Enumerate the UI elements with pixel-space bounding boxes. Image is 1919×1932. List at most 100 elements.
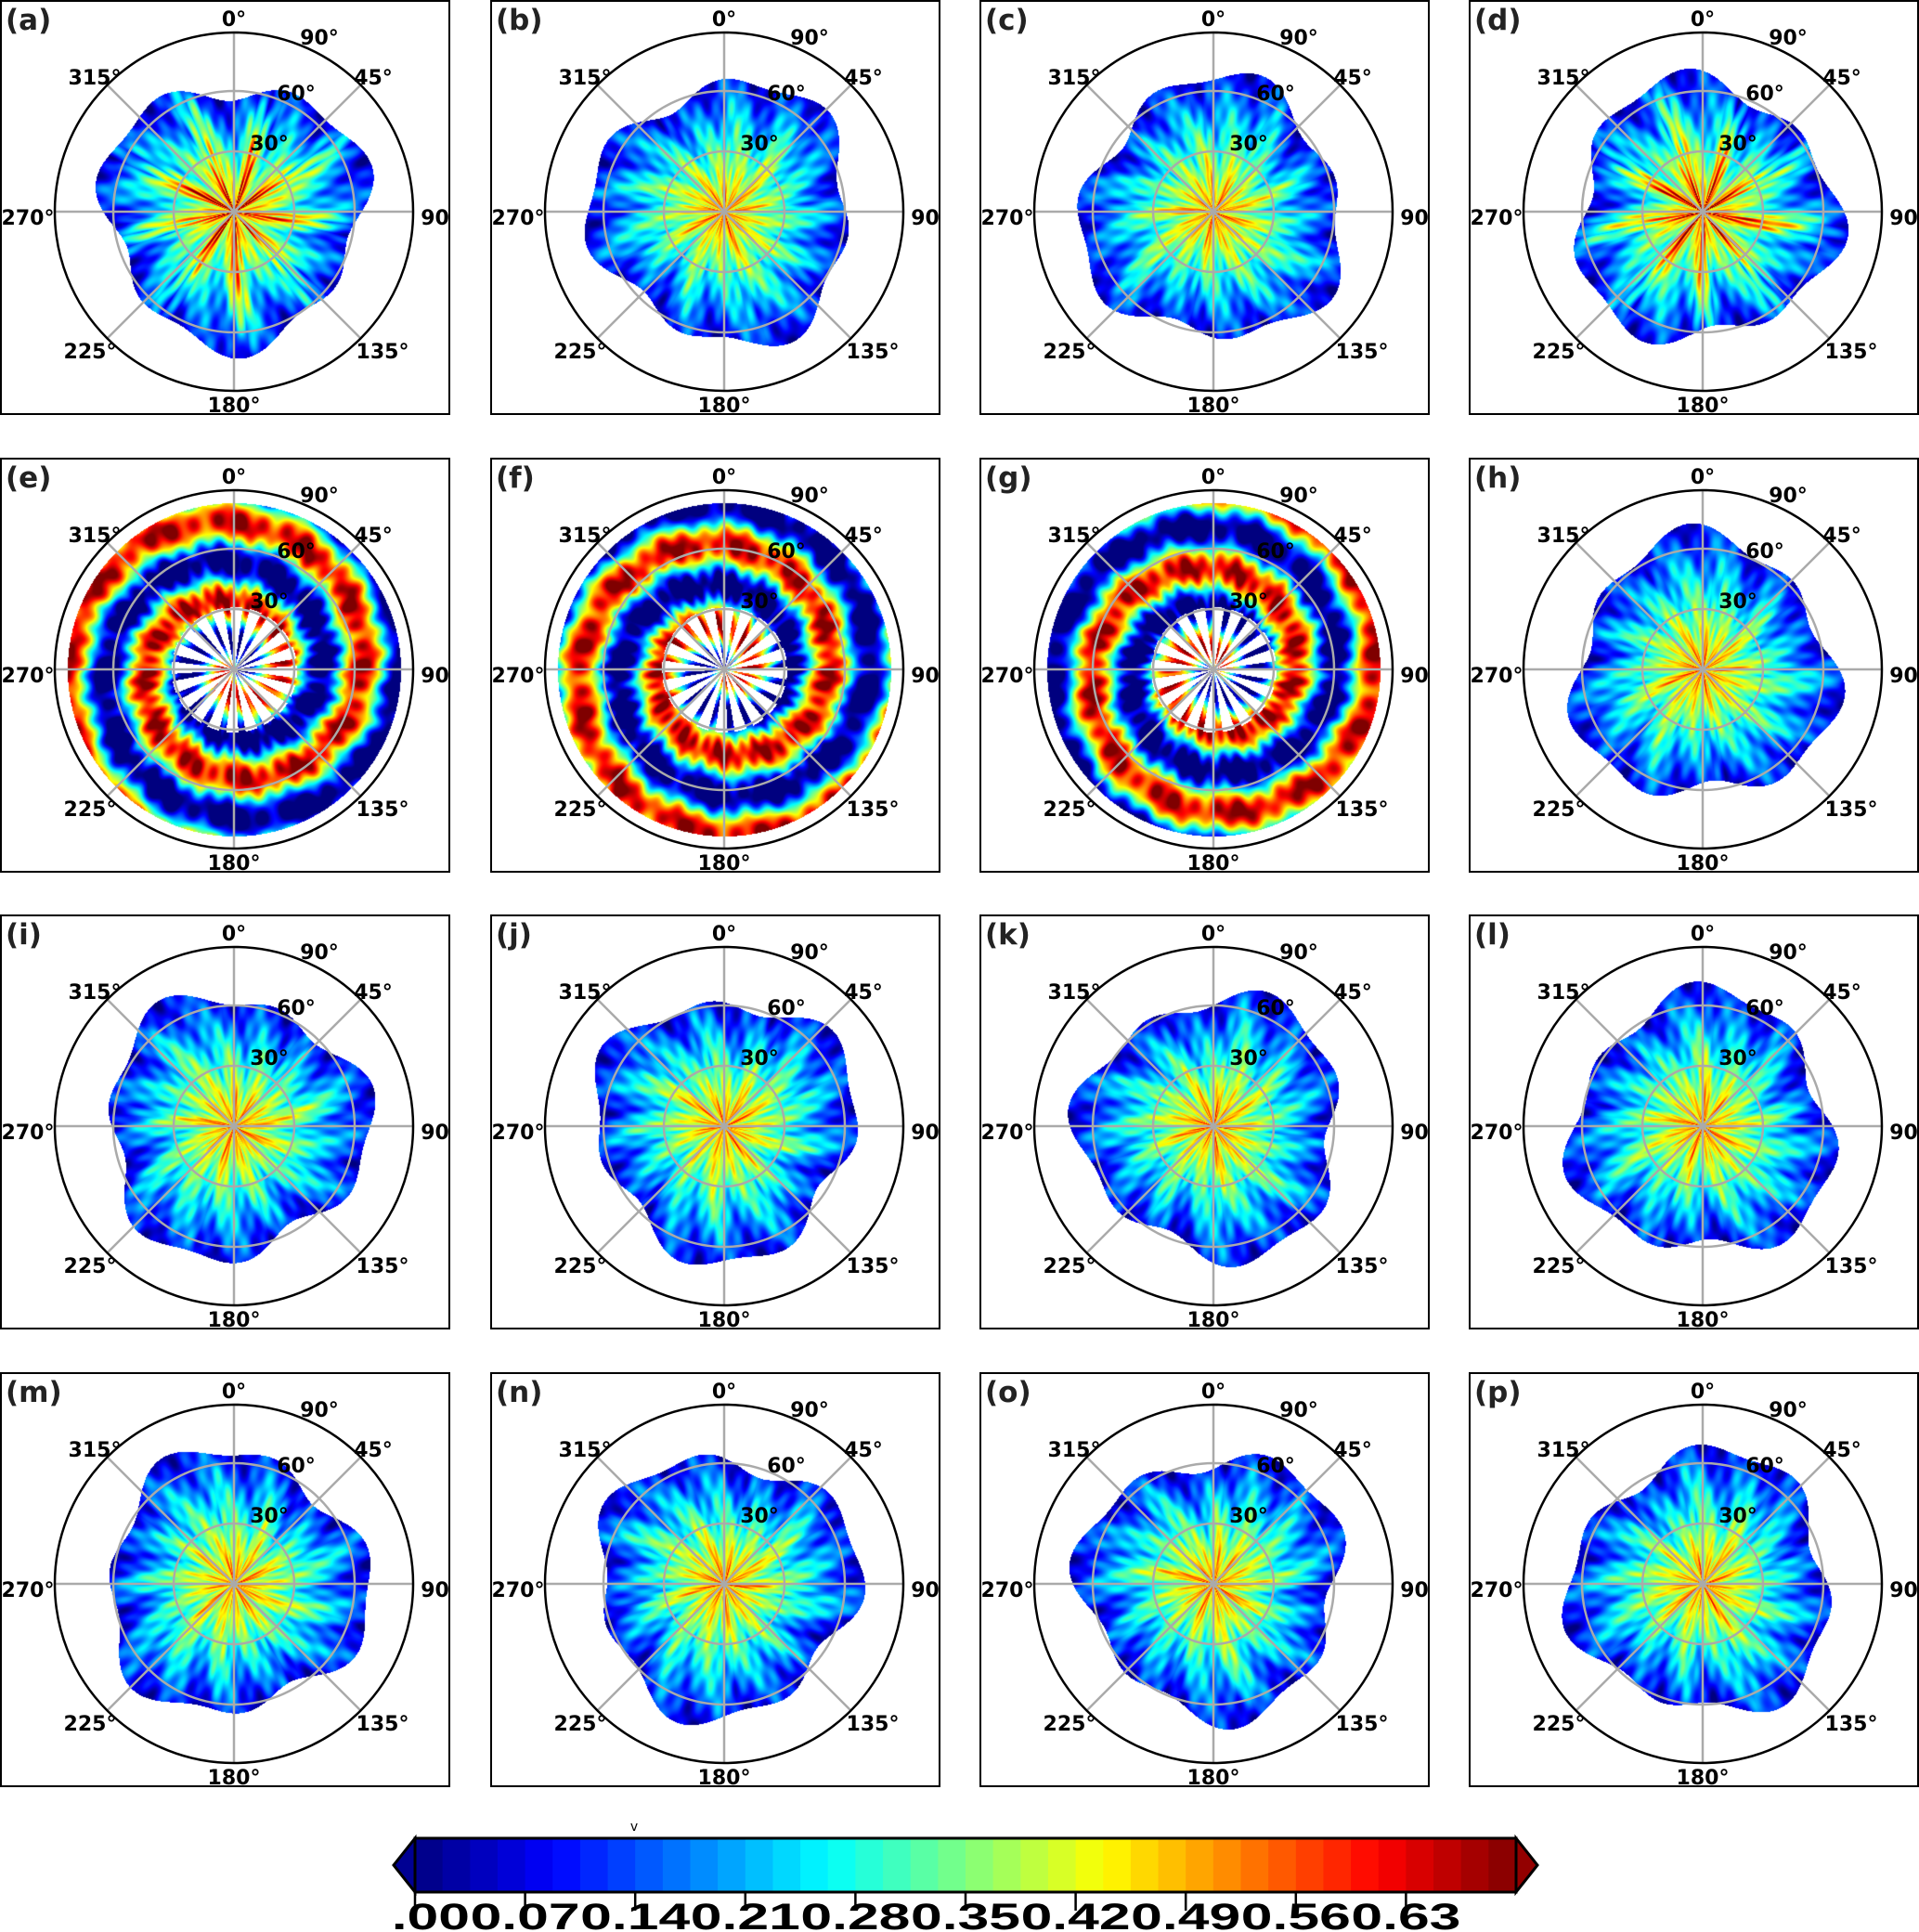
- polar-heatmap: [2, 916, 448, 1328]
- colorbar-cell: [497, 1838, 526, 1892]
- panel-label: (n): [496, 1376, 543, 1409]
- azimuth-tick-label: 90°: [1889, 1579, 1917, 1602]
- azimuth-tick-label: 135°: [357, 1255, 409, 1278]
- colorbar-cell: [883, 1838, 912, 1892]
- azimuth-grid-line: [1085, 1125, 1214, 1254]
- zenith-tick-label: 30°: [250, 133, 289, 156]
- azimuth-tick-label: 0°: [222, 1381, 246, 1404]
- azimuth-tick-label: 180°: [1677, 395, 1730, 413]
- zenith-tick-label: 60°: [277, 1455, 316, 1478]
- azimuth-tick-label: 225°: [554, 1713, 607, 1736]
- azimuth-tick-label: 90°: [911, 665, 939, 688]
- zenith-tick-label: 30°: [1718, 133, 1757, 156]
- polar-heatmap: [1471, 1374, 1917, 1785]
- outer-circle: [53, 1403, 415, 1765]
- azimuth-tick-label: 225°: [64, 1255, 117, 1278]
- azimuth-tick-label: 180°: [1187, 1309, 1240, 1328]
- zenith-tick-label: 30°: [740, 1505, 779, 1528]
- colorbar-cell: [1295, 1838, 1325, 1892]
- azimuth-grid-line: [596, 1456, 725, 1585]
- zenith-tick-label: 60°: [767, 1455, 806, 1478]
- colorbar-cell: [1460, 1838, 1489, 1892]
- azimuth-tick-label: 90°: [1400, 665, 1428, 688]
- polar-grid: 0° 45° 90° 135° 180° 225° 270° 315° 30° 60° 90°: [1471, 1381, 1917, 1785]
- azimuth-grid-line: [596, 668, 725, 797]
- azimuth-tick-label: 270°: [492, 1579, 544, 1602]
- azimuth-grid-line: [596, 998, 725, 1127]
- azimuth-grid-line: [233, 84, 362, 213]
- polar-heatmap: [981, 2, 1428, 413]
- zenith-tick-label: 60°: [1745, 997, 1784, 1020]
- polar-heatmap: [492, 1374, 939, 1785]
- zenith-tick-label: 60°: [277, 997, 316, 1020]
- azimuth-grid-line: [596, 1125, 725, 1254]
- azimuth-tick-label: 0°: [1691, 923, 1715, 946]
- colorbar-cell: [1130, 1838, 1160, 1892]
- zenith-tick-label: 60°: [767, 540, 806, 564]
- polar-panel: 0° 45° 90° 135° 180° 225° 270° 315° 30° 60° 90° (o): [979, 1372, 1430, 1787]
- panel-label: (k): [985, 918, 1031, 952]
- azimuth-tick-label: 225°: [554, 1255, 607, 1278]
- colorbar-cell: [992, 1838, 1021, 1892]
- azimuth-grid-line: [1575, 211, 1704, 340]
- outer-circle: [53, 31, 415, 393]
- zenith-tick-label: 90°: [1279, 27, 1318, 50]
- polar-grid: 0° 45° 90° 135° 180° 225° 270° 315° 30° 60° 90°: [2, 923, 448, 1328]
- azimuth-tick-label: 45°: [354, 1439, 393, 1462]
- azimuth-grid-line: [723, 998, 852, 1127]
- azimuth-tick-label: 90°: [421, 1579, 448, 1602]
- colorbar-tick-label: 0.21: [691, 1897, 800, 1932]
- azimuth-grid-line: [1575, 1456, 1704, 1585]
- azimuth-tick-label: 315°: [559, 981, 612, 1005]
- zenith-tick-label: 30°: [740, 133, 779, 156]
- colorbar-cell: [690, 1838, 719, 1892]
- azimuth-tick-label: 135°: [1336, 1255, 1389, 1278]
- azimuth-tick-label: 90°: [1400, 1122, 1428, 1145]
- azimuth-tick-label: 45°: [844, 525, 883, 548]
- azimuth-grid-line: [1575, 541, 1704, 670]
- azimuth-tick-label: 270°: [492, 207, 544, 230]
- azimuth-grid-line: [106, 211, 235, 340]
- colorbar-cell: [607, 1838, 636, 1892]
- zenith-tick-label: 90°: [790, 485, 829, 508]
- azimuth-grid-line: [723, 211, 852, 340]
- colorbar-cell: [1351, 1838, 1380, 1892]
- azimuth-tick-label: 0°: [222, 466, 246, 489]
- zenith-tick-label: 90°: [1279, 485, 1318, 508]
- azimuth-tick-label: 315°: [559, 525, 612, 548]
- azimuth-tick-label: 90°: [421, 1122, 448, 1145]
- azimuth-grid-line: [1575, 998, 1704, 1127]
- azimuth-tick-label: 0°: [712, 923, 736, 946]
- azimuth-tick-label: 135°: [847, 341, 900, 364]
- colorbar-tick-label: 0.56: [1241, 1897, 1351, 1932]
- azimuth-tick-label: 315°: [69, 67, 122, 90]
- azimuth-grid-line: [1212, 211, 1342, 340]
- polar-panel: 0° 45° 90° 135° 180° 225° 270° 315° 30° 60° 90° (f): [490, 458, 940, 873]
- zenith-tick-label: 30°: [1718, 1047, 1757, 1070]
- azimuth-tick-label: 135°: [847, 1713, 900, 1736]
- colorbar-cell: [1103, 1838, 1132, 1892]
- azimuth-grid-line: [596, 1583, 725, 1712]
- azimuth-grid-line: [1702, 541, 1831, 670]
- colorbar-cell: [1323, 1838, 1352, 1892]
- azimuth-tick-label: 225°: [1533, 1713, 1586, 1736]
- polar-grid: 0° 45° 90° 135° 180° 225° 270° 315° 30° 60° 90°: [2, 466, 448, 871]
- azimuth-tick-label: 180°: [1677, 1767, 1730, 1785]
- azimuth-tick-label: 90°: [421, 207, 448, 230]
- polar-heatmap: [492, 460, 939, 871]
- zenith-tick-label: 90°: [1279, 941, 1318, 965]
- colorbar-cell: [662, 1838, 692, 1892]
- polar-heatmap: [981, 460, 1428, 871]
- azimuth-tick-label: 45°: [354, 67, 393, 90]
- azimuth-tick-label: 45°: [1822, 1439, 1861, 1462]
- panel-label: (d): [1474, 4, 1522, 37]
- zenith-tick-label: 60°: [1256, 83, 1295, 106]
- azimuth-tick-label: 0°: [1201, 466, 1225, 489]
- polar-heatmap: [1471, 2, 1917, 413]
- polar-panel: 0° 45° 90° 135° 180° 225° 270° 315° 30° 60° 90° (n): [490, 1372, 940, 1787]
- polar-panel: 0° 45° 90° 135° 180° 225° 270° 315° 30° 60° 90° (b): [490, 0, 940, 415]
- azimuth-tick-label: 90°: [1400, 207, 1428, 230]
- outer-circle: [543, 1403, 905, 1765]
- polar-heatmap: [981, 916, 1428, 1328]
- azimuth-grid-line: [106, 1456, 235, 1585]
